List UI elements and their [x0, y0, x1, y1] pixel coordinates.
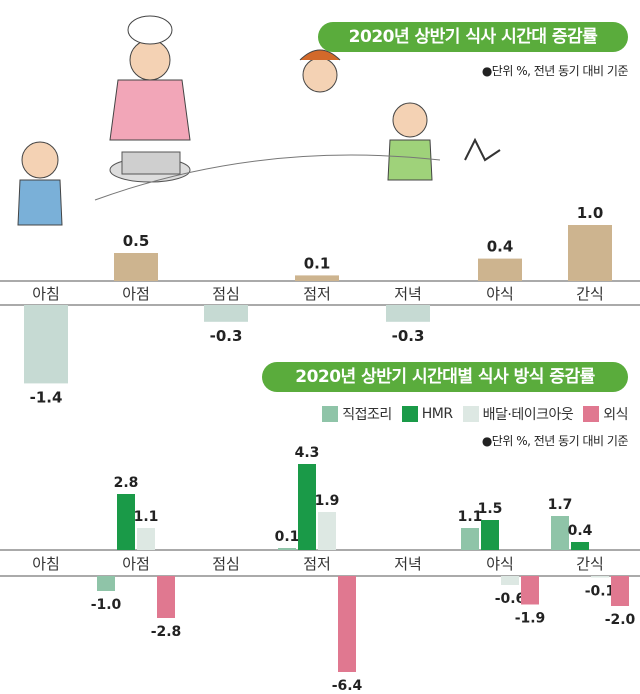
bottom-chart-title: 2020년 상반기 시간대별 식사 방식 증감률 — [262, 362, 628, 392]
legend-label: 외식 — [603, 407, 628, 423]
bar — [114, 253, 158, 281]
bar — [204, 305, 248, 322]
data-label: 0.1 — [275, 529, 300, 545]
category-label: 아침 — [32, 555, 60, 573]
bar-3 — [338, 576, 356, 672]
bar-1 — [117, 494, 135, 550]
cooking-family-illustration — [17, 15, 501, 226]
data-label: -2.0 — [605, 612, 636, 628]
category-label: 점심 — [212, 555, 240, 573]
data-label: 1.5 — [478, 501, 503, 517]
data-label: -1.0 — [91, 597, 122, 613]
bar-0 — [97, 576, 115, 591]
data-label: 4.3 — [295, 445, 320, 461]
bar-3 — [521, 576, 539, 605]
bar-1 — [481, 520, 499, 550]
data-label: -0.1 — [585, 584, 616, 600]
category-label: 점저 — [303, 555, 331, 573]
legend-swatch — [401, 406, 418, 422]
data-label: -1.4 — [30, 388, 63, 406]
data-label: 0.4 — [487, 238, 514, 256]
bar — [568, 225, 612, 281]
bar-3 — [611, 576, 629, 606]
data-label: 1.9 — [315, 493, 340, 509]
legend: 직접조리 HMR 배달·테이크아웃 외식 — [322, 404, 628, 424]
bar-1 — [571, 542, 589, 550]
legend-item: 배달·테이크아웃 — [462, 404, 574, 424]
bar-0 — [461, 528, 479, 550]
bar-2 — [137, 528, 155, 550]
legend-swatch — [583, 406, 600, 422]
data-label: 1.1 — [458, 509, 483, 525]
bar-2 — [591, 576, 609, 578]
bar — [295, 275, 339, 281]
data-label: 1.7 — [548, 497, 573, 513]
data-label: 1.1 — [134, 509, 159, 525]
legend-item: 직접조리 — [322, 404, 392, 424]
category-label: 야식 — [486, 555, 514, 573]
data-label: 0.4 — [568, 523, 593, 539]
bar-0 — [551, 516, 569, 550]
top-chart-title: 2020년 상반기 식사 시간대 증감률 — [318, 22, 628, 52]
legend-label: 직접조리 — [342, 407, 392, 423]
legend-label: HMR — [421, 406, 453, 422]
legend-item: 외식 — [583, 404, 628, 424]
bar-2 — [318, 512, 336, 550]
bar-0 — [278, 548, 296, 550]
category-label: 아점 — [122, 555, 150, 573]
bar — [478, 258, 522, 281]
data-label: -0.3 — [392, 327, 425, 345]
legend-swatch — [462, 406, 479, 422]
data-label: 1.0 — [577, 204, 604, 222]
category-label: 야식 — [486, 285, 514, 303]
bar-2 — [501, 576, 519, 585]
legend-label: 배달·테이크아웃 — [482, 407, 574, 423]
data-label: 0.1 — [304, 254, 331, 272]
category-label: 간식 — [576, 555, 604, 573]
legend-item: HMR — [401, 404, 453, 424]
category-label: 간식 — [576, 285, 604, 303]
bar-3 — [157, 576, 175, 618]
bar — [24, 305, 68, 384]
category-label: 저녁 — [394, 285, 422, 303]
legend-swatch — [322, 406, 339, 422]
data-label: -0.3 — [210, 327, 243, 345]
bottom-chart-unit-note: ●단위 %, 전년 동기 대비 기준 — [481, 434, 629, 448]
data-label: -1.9 — [515, 611, 546, 627]
category-label: 아침 — [32, 285, 60, 303]
top-chart-unit-note: ●단위 %, 전년 동기 대비 기준 — [481, 64, 629, 78]
data-label: -0.6 — [495, 591, 526, 607]
data-label: -2.8 — [151, 624, 182, 640]
bar-1 — [298, 464, 316, 550]
category-label: 점저 — [303, 285, 331, 303]
bar — [386, 305, 430, 322]
data-label: 2.8 — [114, 475, 139, 491]
data-label: -6.4 — [332, 678, 363, 694]
category-label: 저녁 — [394, 555, 422, 573]
category-label: 아점 — [122, 285, 150, 303]
data-label: 0.5 — [123, 232, 150, 250]
category-label: 점심 — [212, 285, 240, 303]
